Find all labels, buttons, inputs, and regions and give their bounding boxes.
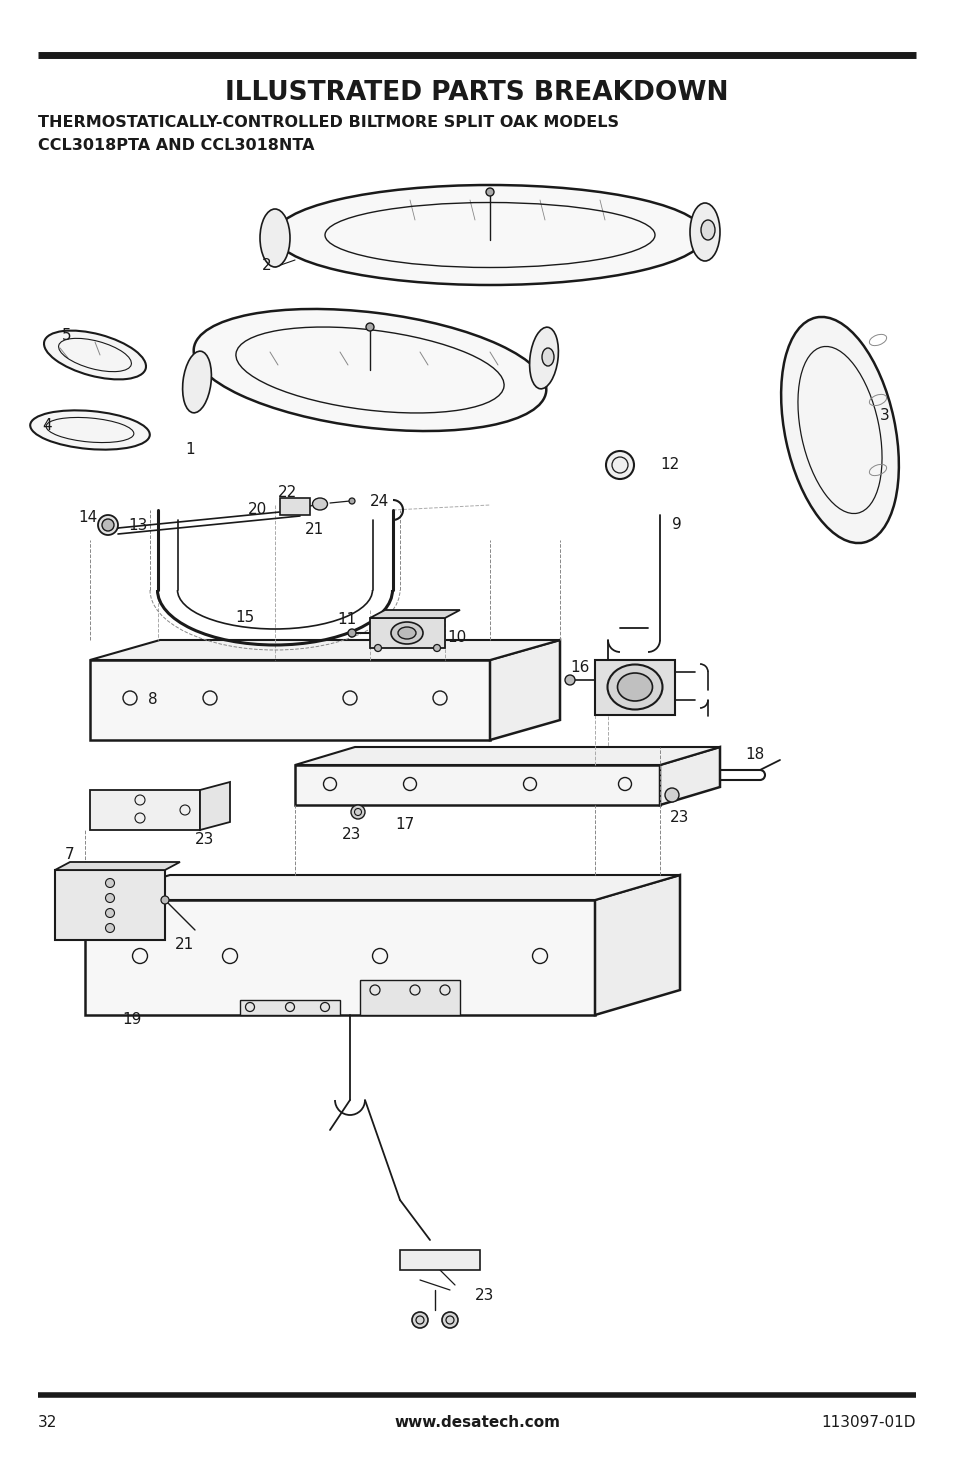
Ellipse shape xyxy=(348,628,355,637)
Ellipse shape xyxy=(391,622,422,645)
Ellipse shape xyxy=(564,676,575,684)
Ellipse shape xyxy=(441,1311,457,1328)
Polygon shape xyxy=(370,618,444,648)
Ellipse shape xyxy=(193,308,546,431)
Ellipse shape xyxy=(182,351,212,413)
Polygon shape xyxy=(359,979,459,1015)
Text: www.desatech.com: www.desatech.com xyxy=(394,1415,559,1429)
Text: 12: 12 xyxy=(659,457,679,472)
Ellipse shape xyxy=(541,348,554,366)
Polygon shape xyxy=(240,1000,339,1015)
Text: CCL3018PTA AND CCL3018NTA: CCL3018PTA AND CCL3018NTA xyxy=(38,139,314,153)
Polygon shape xyxy=(90,791,200,830)
Text: 8: 8 xyxy=(148,692,157,708)
Text: 7: 7 xyxy=(65,848,74,863)
Ellipse shape xyxy=(375,645,381,652)
Polygon shape xyxy=(370,611,459,618)
Ellipse shape xyxy=(106,894,114,903)
Text: 32: 32 xyxy=(38,1415,57,1429)
Text: 17: 17 xyxy=(395,817,414,832)
Text: 19: 19 xyxy=(122,1012,141,1028)
Text: 113097-01D: 113097-01D xyxy=(821,1415,915,1429)
Ellipse shape xyxy=(485,187,494,196)
Ellipse shape xyxy=(313,499,327,510)
Text: 23: 23 xyxy=(669,810,689,826)
Text: 1: 1 xyxy=(185,442,194,457)
Polygon shape xyxy=(90,659,490,740)
Text: 23: 23 xyxy=(341,827,361,842)
Ellipse shape xyxy=(106,879,114,888)
Text: 4: 4 xyxy=(42,417,51,432)
Ellipse shape xyxy=(349,499,355,504)
Ellipse shape xyxy=(106,923,114,932)
Polygon shape xyxy=(85,875,679,900)
Ellipse shape xyxy=(98,515,118,535)
Polygon shape xyxy=(659,746,720,805)
Text: THERMOSTATICALLY-CONTROLLED BILTMORE SPLIT OAK MODELS: THERMOSTATICALLY-CONTROLLED BILTMORE SPL… xyxy=(38,115,618,130)
Ellipse shape xyxy=(433,645,440,652)
Ellipse shape xyxy=(260,209,290,267)
Text: 14: 14 xyxy=(78,510,97,525)
Polygon shape xyxy=(595,875,679,1015)
Ellipse shape xyxy=(102,519,113,531)
Polygon shape xyxy=(55,870,165,940)
Text: 21: 21 xyxy=(305,522,324,537)
Text: 23: 23 xyxy=(475,1288,494,1302)
Text: 18: 18 xyxy=(744,748,763,763)
Ellipse shape xyxy=(161,895,169,904)
Ellipse shape xyxy=(351,805,365,819)
Text: 21: 21 xyxy=(174,938,194,953)
Text: 2: 2 xyxy=(262,258,272,273)
Ellipse shape xyxy=(30,410,150,450)
Ellipse shape xyxy=(607,665,661,709)
Text: 22: 22 xyxy=(277,485,297,500)
Ellipse shape xyxy=(700,220,714,240)
Ellipse shape xyxy=(529,327,558,389)
Ellipse shape xyxy=(781,317,898,543)
Text: 5: 5 xyxy=(62,327,71,342)
Polygon shape xyxy=(85,900,595,1015)
Polygon shape xyxy=(595,659,675,715)
Text: 16: 16 xyxy=(569,661,589,676)
Polygon shape xyxy=(490,640,559,740)
Text: 13: 13 xyxy=(128,519,147,534)
Polygon shape xyxy=(55,861,180,870)
Polygon shape xyxy=(399,1249,479,1270)
Ellipse shape xyxy=(106,909,114,917)
Text: 3: 3 xyxy=(879,409,889,423)
Text: 23: 23 xyxy=(194,832,214,848)
Ellipse shape xyxy=(274,184,704,285)
Text: 24: 24 xyxy=(370,494,389,509)
Text: 9: 9 xyxy=(671,518,681,532)
Text: ILLUSTRATED PARTS BREAKDOWN: ILLUSTRATED PARTS BREAKDOWN xyxy=(225,80,728,106)
Text: 11: 11 xyxy=(336,612,355,627)
Text: 15: 15 xyxy=(234,611,254,625)
Ellipse shape xyxy=(664,788,679,802)
Polygon shape xyxy=(200,782,230,830)
Text: 10: 10 xyxy=(447,630,466,646)
Polygon shape xyxy=(280,499,310,515)
Ellipse shape xyxy=(366,323,374,330)
Ellipse shape xyxy=(44,330,146,379)
Text: 20: 20 xyxy=(248,503,267,518)
Polygon shape xyxy=(90,640,559,659)
Ellipse shape xyxy=(605,451,634,479)
Ellipse shape xyxy=(617,673,652,701)
Polygon shape xyxy=(294,746,720,766)
Ellipse shape xyxy=(397,627,416,639)
Ellipse shape xyxy=(689,204,720,261)
Polygon shape xyxy=(294,766,659,805)
Ellipse shape xyxy=(412,1311,428,1328)
